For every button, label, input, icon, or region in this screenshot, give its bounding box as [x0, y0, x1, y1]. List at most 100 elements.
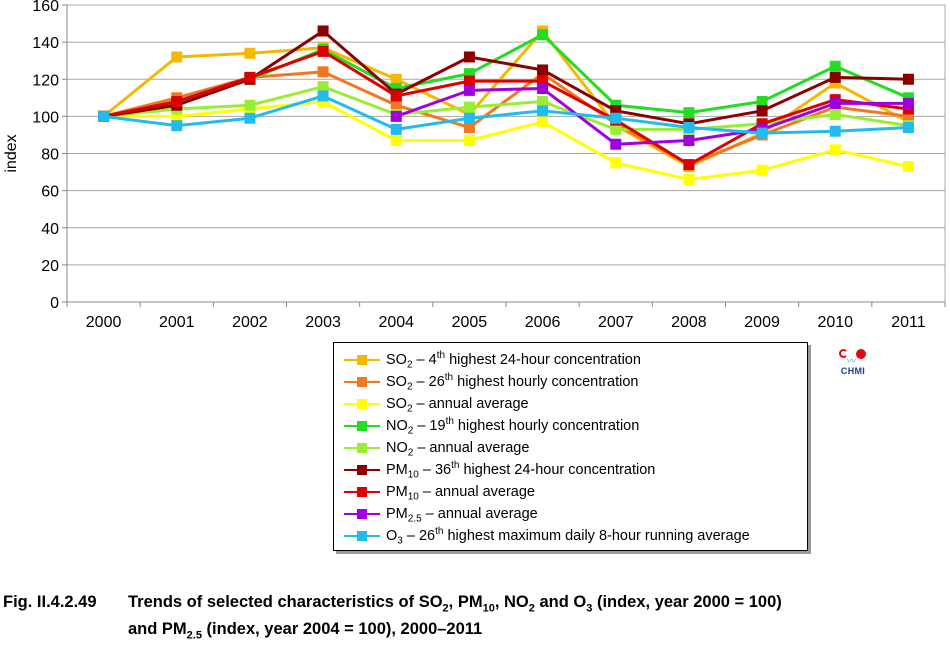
data-point	[537, 96, 549, 108]
legend-item-pm10-annual: PM10 – annual average	[344, 481, 807, 503]
x-tick-label: 2011	[891, 314, 926, 331]
legend-item-so2-26th: SO2 – 26th highest hourly concentration	[344, 371, 807, 393]
x-tick-label: 2000	[86, 314, 122, 331]
data-point	[683, 173, 695, 185]
data-point	[829, 144, 841, 156]
data-point	[902, 73, 914, 85]
data-point	[829, 97, 841, 109]
series-line	[103, 100, 909, 181]
x-tick-label: 2005	[452, 314, 488, 331]
data-point	[683, 159, 695, 171]
data-point	[244, 47, 256, 59]
y-tick-label: 160	[32, 0, 59, 15]
data-point	[610, 99, 622, 111]
data-point	[317, 25, 329, 37]
x-tick-label: 2006	[525, 314, 561, 331]
data-point	[537, 29, 549, 41]
legend: SO2 – 4th highest 24-hour concentration …	[333, 342, 808, 551]
data-point	[390, 110, 402, 122]
data-point	[610, 123, 622, 135]
data-point	[463, 101, 475, 113]
data-point	[902, 110, 914, 122]
data-point	[171, 51, 183, 63]
data-point	[683, 135, 695, 147]
legend-swatch	[344, 375, 380, 389]
y-tick-label: 40	[41, 221, 59, 238]
data-point	[390, 135, 402, 147]
data-point	[390, 123, 402, 135]
y-tick-label: 20	[41, 258, 59, 275]
x-tick-label: 2004	[378, 314, 414, 331]
gridlines	[67, 4, 945, 303]
data-point	[537, 64, 549, 76]
data-point	[390, 73, 402, 85]
data-point	[756, 164, 768, 176]
legend-item-o3-26th: O3 – 26th highest maximum daily 8-hour r…	[344, 525, 807, 547]
x-tick-label: 2001	[159, 314, 195, 331]
line-chart: 0 20 40 60 80 100 120 140 160 2000 2001 2002 2003 200…	[3, 0, 946, 331]
legend-swatch	[344, 463, 380, 477]
x-tick-label: 2008	[671, 314, 707, 331]
data-point	[902, 160, 914, 172]
legend-item-no2-annual: NO2 – annual average	[344, 437, 807, 459]
data-point	[829, 77, 841, 89]
y-tick-label: 80	[41, 147, 59, 164]
data-point	[171, 120, 183, 132]
data-point	[902, 92, 914, 104]
legend-item-pm25-annual: PM2.5 – annual average	[344, 503, 807, 525]
y-tick-label: 0	[50, 295, 59, 312]
data-point	[610, 112, 622, 124]
data-point	[390, 90, 402, 102]
x-tick-label: 2009	[744, 314, 780, 331]
x-tick-label: 2003	[305, 314, 341, 331]
data-point	[317, 66, 329, 78]
data-point	[683, 107, 695, 119]
series-lines	[98, 25, 914, 185]
x-tick-label: 2002	[232, 314, 268, 331]
y-axis-title: index	[3, 134, 20, 172]
data-point	[317, 90, 329, 102]
y-tick-label: 100	[32, 109, 59, 126]
y-tick-label: 120	[32, 72, 59, 89]
data-point	[756, 118, 768, 130]
data-point	[829, 71, 841, 83]
figure-number: Fig. II.4.2.49	[3, 593, 97, 611]
data-point	[756, 127, 768, 139]
legend-swatch	[344, 353, 380, 367]
x-tick-label: 2007	[598, 314, 634, 331]
data-point	[537, 83, 549, 95]
data-point	[98, 110, 110, 122]
legend-swatch	[344, 529, 380, 543]
y-tick-label: 60	[41, 184, 59, 201]
logo-wave-icon: 〰	[847, 356, 857, 366]
legend-item-pm10-36th: PM10 – 36th highest 24-hour concentratio…	[344, 459, 807, 481]
logo-ring-icon	[839, 349, 848, 358]
logo-dot-icon	[856, 349, 866, 359]
data-point	[317, 96, 329, 108]
data-point	[756, 96, 768, 108]
y-tick-label: 140	[32, 35, 59, 52]
data-point	[463, 112, 475, 124]
chmi-logo: 〰 CHMI	[838, 348, 868, 380]
data-point	[463, 68, 475, 80]
data-point	[537, 116, 549, 128]
data-point	[171, 110, 183, 122]
tick-labels: 0 20 40 60 80 100 120 140 160 2000 2001 2002 2003 200…	[3, 0, 926, 331]
data-point	[317, 81, 329, 93]
data-point	[610, 138, 622, 150]
caption-line-1: Fig. II.4.2.49 Trends of selected charact…	[3, 593, 782, 615]
legend-swatch	[344, 397, 380, 411]
data-point	[463, 51, 475, 63]
data-point	[902, 103, 914, 115]
data-point	[610, 157, 622, 169]
data-point	[244, 112, 256, 124]
legend-item-so2-annual: SO2 – annual average	[344, 393, 807, 415]
series-line	[395, 87, 909, 146]
data-point	[829, 125, 841, 137]
legend-swatch	[344, 485, 380, 499]
figure-caption: Fig. II.4.2.49 Trends of selected charact…	[3, 592, 782, 647]
data-point	[317, 45, 329, 57]
data-point	[463, 122, 475, 134]
logo-text: CHMI	[840, 366, 866, 376]
data-point	[537, 105, 549, 117]
